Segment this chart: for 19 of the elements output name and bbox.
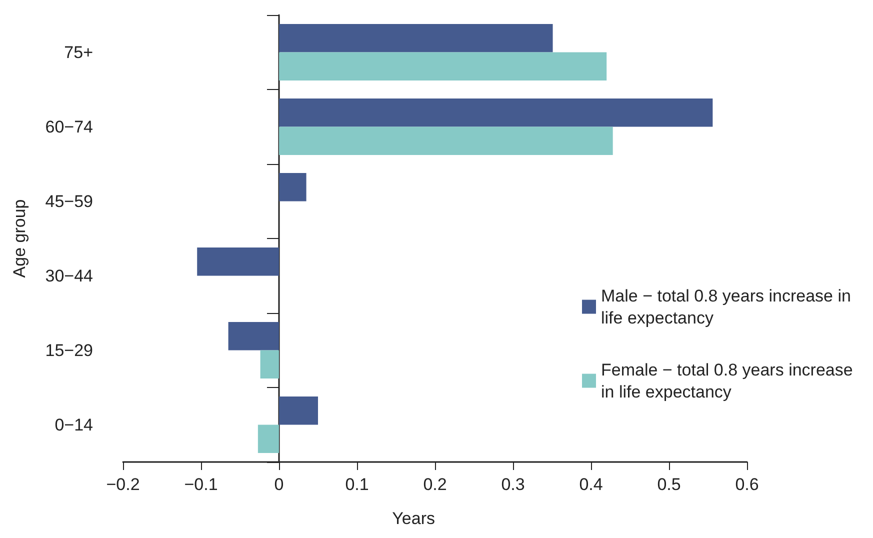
x-tick-label: 0.5 xyxy=(657,475,681,494)
legend-label: Male − total 0.8 years increase in life expectancy xyxy=(601,286,856,328)
y-axis-title: Age group xyxy=(10,199,29,278)
legend-label: Female − total 0.8 years increase in life expectancy xyxy=(601,360,858,402)
x-tick-label: 0.3 xyxy=(501,475,525,494)
x-tick-label: 0.2 xyxy=(423,475,447,494)
x-tick-label: 0 xyxy=(274,475,284,494)
x-axis-title: Years xyxy=(392,509,435,528)
y-tick-label: 15−29 xyxy=(45,340,93,360)
x-tick-label: −0.2 xyxy=(106,475,140,494)
x-tick-label: 0.6 xyxy=(735,475,759,494)
y-tick-label: 75+ xyxy=(64,42,94,62)
x-tick-label: 0.1 xyxy=(345,475,369,494)
y-tick-label: 30−44 xyxy=(45,266,93,286)
y-tick-label: 45−59 xyxy=(45,192,93,211)
y-tick-label: 0−14 xyxy=(54,415,93,434)
x-tick-label: −0.1 xyxy=(184,475,218,494)
y-tick-label: 60−74 xyxy=(45,117,93,136)
x-tick-label: 0.4 xyxy=(579,475,603,494)
